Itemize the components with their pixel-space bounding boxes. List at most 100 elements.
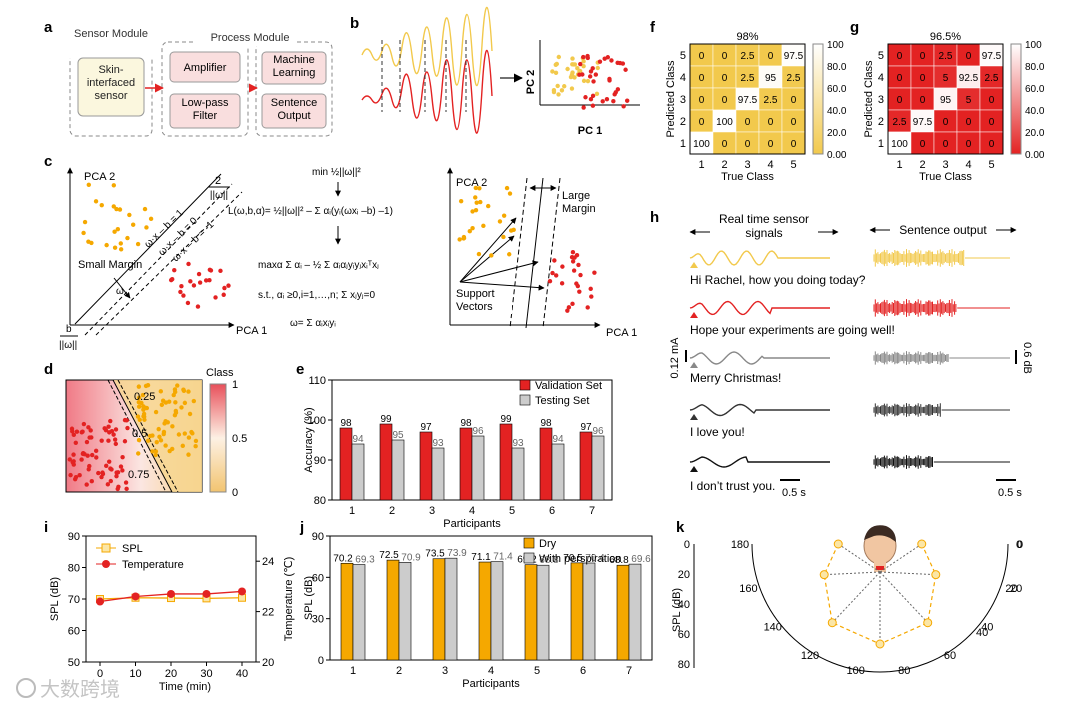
j-data-label: 70.9 <box>401 552 421 563</box>
e-xtick-label: 7 <box>589 505 595 517</box>
j-xtick-label: 6 <box>580 665 586 677</box>
c-eq-4: s.t., αᵢ ≥0,i=1,…,n; Σ xⱼyⱼ=0 <box>258 290 375 301</box>
d-point-class-0 <box>158 389 164 394</box>
j-data-label: 70.2 <box>333 553 353 564</box>
cm-g-cell-label: 0 <box>920 51 926 62</box>
k-ray <box>879 543 923 573</box>
c-right-point-class-a <box>476 251 482 257</box>
i-xlabel: Time (min) <box>159 681 211 693</box>
cm-g-cell-label: 0 <box>920 95 926 106</box>
cm-g-cell-label: 0 <box>943 139 949 150</box>
c-left-point-class-b <box>197 280 203 285</box>
e-data-label: 94 <box>552 434 564 445</box>
pca-b-point-yellow <box>577 68 583 74</box>
cm-f-cell-label: 0 <box>768 117 774 128</box>
d-point-class-0 <box>187 411 193 417</box>
k-rr-20: 20 <box>1010 583 1022 595</box>
d-point-class-1 <box>120 454 125 460</box>
c-right-point-class-a <box>489 253 494 258</box>
c-right-point-class-a <box>457 237 462 242</box>
d-point-class-0 <box>193 444 198 449</box>
c-right-point-class-a <box>501 234 506 240</box>
h-sensor-wave <box>689 250 830 266</box>
i-ytick-label: 70 <box>68 594 80 606</box>
pca-b-point-yellow <box>570 56 575 61</box>
d-point-class-0 <box>167 448 172 454</box>
e-legend-label: Testing Set <box>535 395 589 407</box>
cm-g-cell-label: 0 <box>966 139 972 150</box>
cm-g-cell-label: 0 <box>989 139 995 150</box>
cm-f-xtick: 4 <box>767 159 773 171</box>
d-point-class-1 <box>111 432 116 437</box>
k-arc <box>751 543 1009 673</box>
k-r-80: 80 <box>678 659 690 671</box>
pca-b-point-yellow <box>595 65 600 71</box>
pca-b-point-red <box>623 67 628 72</box>
pca-b-point-yellow <box>562 84 567 89</box>
j-data-label: 69.3 <box>355 555 375 566</box>
pca-b-point-red <box>587 74 593 79</box>
panel-a-diagram: Sensor Module Process Module Skin-interf… <box>64 28 333 137</box>
j-data-label: 69.6 <box>631 554 651 565</box>
d-point-class-1 <box>118 464 124 469</box>
cm-f-xtick: 2 <box>721 159 727 171</box>
d-point-class-0 <box>176 432 182 437</box>
h-sensor-wave <box>689 456 830 468</box>
k-angle-label: 140 <box>764 621 782 633</box>
d-point-class-0 <box>182 400 188 406</box>
c-left-point-class-b <box>181 293 186 298</box>
pca-b-point-red <box>621 104 626 109</box>
c-omega-arrow <box>113 277 131 299</box>
k-r-60: 60 <box>678 629 690 641</box>
k-ray <box>831 571 881 624</box>
sentence-label: Sentence Output <box>271 97 317 122</box>
e-bar-testing <box>351 443 365 501</box>
pca-b-point-red <box>588 69 594 74</box>
c-right-point-class-b <box>588 286 593 292</box>
i-xtick-label: 30 <box>200 668 212 680</box>
c-right-point-class-b <box>576 262 581 268</box>
k-spl-point <box>917 539 927 549</box>
c-frac-den: ||ω|| <box>210 190 228 201</box>
c-support-vectors-label: Support Vectors <box>456 288 512 314</box>
d-point-class-1 <box>71 452 76 457</box>
c-support-arrows <box>459 217 545 291</box>
i-legend-label-temperature: Temperature <box>122 559 184 571</box>
e-bar-testing <box>511 447 525 501</box>
c-right-point-class-a <box>467 229 472 234</box>
cm-f-cell-label: 2.5 <box>741 73 755 84</box>
j-xtick-label: 3 <box>442 665 448 677</box>
c-left-point-class-a <box>135 241 141 247</box>
c-b-label: b <box>66 324 72 335</box>
cm-f-xtick: 5 <box>790 159 796 171</box>
cm-f-cell-label: 97.5 <box>738 95 758 106</box>
cm-g-cell-label: 2.5 <box>893 117 907 128</box>
cm-g-frame <box>887 43 1004 155</box>
e-bar-validation <box>339 427 353 501</box>
i-ytick-label: 60 <box>68 626 80 638</box>
j-legend-swatch <box>523 552 535 564</box>
cm-f-cell-label: 0 <box>768 139 774 150</box>
j-bar-dry <box>432 558 446 661</box>
sensor-title-bg <box>64 30 156 58</box>
d-point-class-1 <box>69 426 75 431</box>
c-right-ylabel: PCA 2 <box>456 177 487 189</box>
d-point-class-1 <box>89 479 94 484</box>
j-legend-swatch <box>523 537 535 549</box>
cm-f-xtick: 3 <box>744 159 750 171</box>
d-point-class-1 <box>124 486 129 492</box>
d-contour-label-025: 0.25 <box>134 391 155 403</box>
d-point-class-0 <box>180 443 185 449</box>
cm-g-cell-label: 97.5 <box>913 117 933 128</box>
pca-b-point-yellow <box>594 91 600 96</box>
pca-b-point-red <box>602 56 607 61</box>
pca-b-point-red <box>581 105 586 110</box>
e-data-label: 97 <box>580 422 592 433</box>
d-point-class-1 <box>123 480 129 485</box>
h-left-title: Real time sensor signals <box>719 212 809 240</box>
h-sensor-wave <box>689 403 830 417</box>
c-left-ylabel: PCA 2 <box>84 171 115 183</box>
cm-f-colorbar-tick: 20.0 <box>827 128 847 139</box>
panel-k-polar: SPL (dB) 0 20 40 60 80 0 20 40 180 160 140… <box>671 525 1023 677</box>
